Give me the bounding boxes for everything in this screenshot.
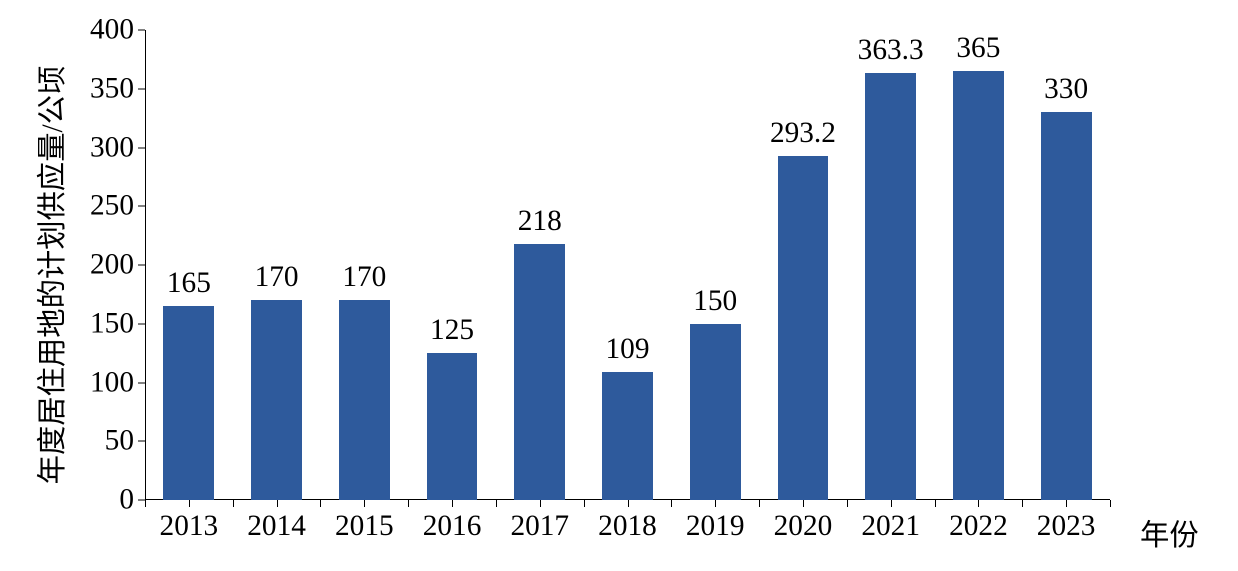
y-tick-mark xyxy=(138,206,145,207)
x-tick-mark xyxy=(759,500,760,507)
y-tick: 100 xyxy=(90,366,145,399)
y-tick: 300 xyxy=(90,131,145,164)
y-tick-mark xyxy=(138,382,145,383)
x-tick-mark xyxy=(847,500,848,507)
y-tick: 0 xyxy=(119,484,145,517)
x-tick-mark xyxy=(584,500,585,507)
y-axis-title: 年度居住用地的计划供应量/公顷 xyxy=(29,66,71,485)
y-tick: 250 xyxy=(90,190,145,223)
y-tick-mark xyxy=(138,30,145,31)
x-tick-label: 2016 xyxy=(423,510,482,543)
x-tick-mark xyxy=(452,500,453,507)
bar-value-label: 165 xyxy=(167,267,211,306)
x-tick-mark xyxy=(671,500,672,507)
x-tick-mark xyxy=(628,500,629,507)
y-tick-mark xyxy=(138,441,145,442)
x-tick-mark xyxy=(189,500,190,507)
x-tick-label: 2019 xyxy=(686,510,745,543)
bars-container: 165170170125218109150293.2363.3365330 xyxy=(145,30,1110,500)
y-tick-label: 50 xyxy=(105,425,134,458)
x-tick-mark xyxy=(145,500,146,507)
bar-value-label: 170 xyxy=(255,261,299,300)
x-axis-title: 年份 xyxy=(1140,512,1199,554)
x-tick-mark xyxy=(408,500,409,507)
y-tick: 350 xyxy=(90,72,145,105)
bar: 365 xyxy=(953,71,1004,500)
y-tick-mark xyxy=(138,265,145,266)
x-tick-label: 2014 xyxy=(247,510,306,543)
y-tick-label: 200 xyxy=(90,249,134,282)
bar: 293.2 xyxy=(778,156,829,501)
x-tick-mark xyxy=(978,500,979,507)
y-tick-mark xyxy=(138,88,145,89)
x-tick-mark xyxy=(1066,500,1067,507)
x-tick-mark xyxy=(233,500,234,507)
x-tick-mark xyxy=(540,500,541,507)
x-tick-label: 2015 xyxy=(335,510,394,543)
bar: 165 xyxy=(163,306,214,500)
bar: 170 xyxy=(251,300,302,500)
x-tick-mark xyxy=(935,500,936,507)
x-tick-mark xyxy=(277,500,278,507)
x-tick-label: 2022 xyxy=(949,510,1008,543)
bar-value-label: 125 xyxy=(430,314,474,353)
y-tick-label: 250 xyxy=(90,190,134,223)
x-tick-label: 2017 xyxy=(510,510,569,543)
x-tick-mark xyxy=(1110,500,1111,507)
y-tick: 200 xyxy=(90,249,145,282)
x-tick-mark xyxy=(1022,500,1023,507)
bar: 170 xyxy=(339,300,390,500)
x-tick-label: 2018 xyxy=(598,510,657,543)
x-tick-mark xyxy=(803,500,804,507)
bar: 125 xyxy=(427,353,478,500)
bar-value-label: 363.3 xyxy=(858,34,924,73)
x-tick-mark xyxy=(715,500,716,507)
x-tick-mark xyxy=(320,500,321,507)
y-tick-label: 350 xyxy=(90,72,134,105)
bar-value-label: 293.2 xyxy=(770,117,836,156)
bar-value-label: 150 xyxy=(693,285,737,324)
y-tick-mark xyxy=(138,323,145,324)
y-tick-label: 150 xyxy=(90,307,134,340)
x-tick-mark xyxy=(364,500,365,507)
bar-value-label: 330 xyxy=(1044,73,1088,112)
bar-value-label: 218 xyxy=(518,205,562,244)
y-tick-label: 300 xyxy=(90,131,134,164)
bar-value-label: 109 xyxy=(605,333,649,372)
y-tick-mark xyxy=(138,147,145,148)
bar: 363.3 xyxy=(865,73,916,500)
y-tick-mark xyxy=(138,500,145,501)
y-tick-label: 100 xyxy=(90,366,134,399)
y-tick-label: 400 xyxy=(90,14,134,47)
y-tick-label: 0 xyxy=(119,484,134,517)
bar: 109 xyxy=(602,372,653,500)
y-tick: 50 xyxy=(105,425,145,458)
plot-area: 165170170125218109150293.2363.3365330 05… xyxy=(145,30,1110,500)
y-tick: 400 xyxy=(90,14,145,47)
x-tick-label: 2013 xyxy=(160,510,219,543)
x-tick-label: 2023 xyxy=(1037,510,1096,543)
bar: 218 xyxy=(514,244,565,500)
x-tick-label: 2021 xyxy=(861,510,920,543)
y-tick: 150 xyxy=(90,307,145,340)
bar-value-label: 365 xyxy=(956,32,1000,71)
bar: 330 xyxy=(1041,112,1092,500)
bar-chart: 年度居住用地的计划供应量/公顷 165170170125218109150293… xyxy=(0,0,1238,571)
x-tick-mark xyxy=(496,500,497,507)
x-tick-mark xyxy=(891,500,892,507)
bar-value-label: 170 xyxy=(342,261,386,300)
x-tick-label: 2020 xyxy=(774,510,833,543)
bar: 150 xyxy=(690,324,741,500)
